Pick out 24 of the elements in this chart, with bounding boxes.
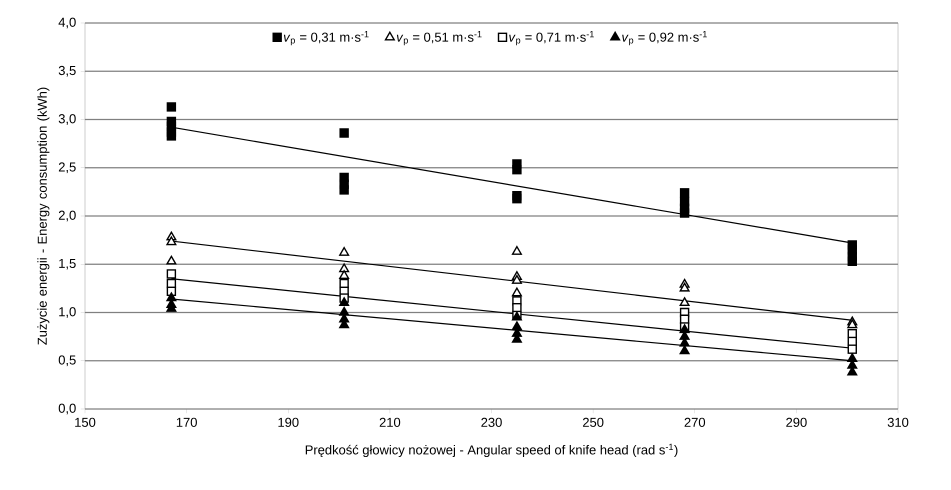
- y-tick-label: 1,0: [59, 307, 76, 318]
- y-tick-label: 3,5: [58, 66, 76, 77]
- y-tick-label: 2,0: [58, 210, 76, 222]
- y-tick-label: 0,0: [58, 404, 76, 414]
- legend-label: v$_{p}$ = 0,51 m·s$^{-1}$: [396, 31, 482, 46]
- y-tick-label: 4,0: [58, 18, 76, 28]
- x-tick-label: 270: [684, 418, 706, 427]
- x-tick-label: 210: [380, 418, 400, 427]
- x-axis-title: Prędkość głowicy nożowej - Angular speed of knife head (rad s$^{-1}$): [306, 444, 678, 458]
- x-tick-label: 310: [888, 418, 908, 427]
- y-tick-label: 0,5: [58, 355, 76, 366]
- x-tick-label: 190: [278, 418, 299, 427]
- y-axis-title: Zużycie energii - Energy consumption (kWh): [37, 88, 50, 345]
- y-tick-label: 1,5: [59, 258, 76, 270]
- x-tick-label: 250: [582, 418, 604, 427]
- legend-label: v$_{p}$ = 0,31 m·s$^{-1}$: [284, 31, 369, 46]
- x-tick-label: 170: [176, 418, 197, 427]
- legend-label: v$_{p}$ = 0,92 m·s$^{-1}$: [622, 31, 707, 46]
- legend-label: v$_{p}$ = 0,71 m·s$^{-1}$: [509, 31, 594, 46]
- y-tick-label: 3,0: [58, 114, 76, 125]
- x-tick-label: 230: [481, 418, 502, 427]
- x-tick-label: 150: [75, 418, 96, 427]
- y-tick-label: 2,5: [58, 162, 76, 174]
- x-tick-label: 290: [786, 418, 807, 427]
